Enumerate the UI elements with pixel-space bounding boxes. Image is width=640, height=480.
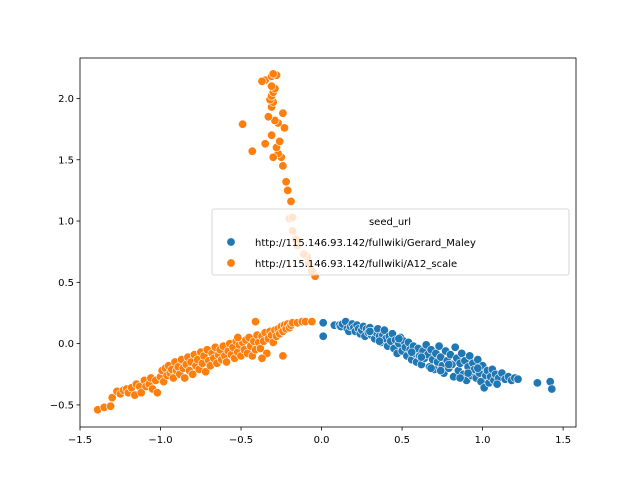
- data-point-series-1-123: [283, 185, 293, 195]
- y-tick-label: 1.0: [58, 217, 74, 228]
- data-point-series-1-138: [263, 112, 273, 122]
- data-point-series-1-135: [279, 123, 289, 133]
- legend-marker-a12-scale: [226, 258, 236, 268]
- data-point-series-1-129: [275, 136, 285, 146]
- data-point-series-0-114: [407, 347, 417, 357]
- x-tick-label: −0.5: [229, 435, 253, 446]
- data-point-series-0-108: [545, 377, 555, 387]
- legend-label-gerard-maley: http://115.146.93.142/fullwiki/Gerard_Ma…: [255, 238, 476, 249]
- data-point-series-1-111: [257, 353, 267, 363]
- legend: seed_url http://115.146.93.142/fullwiki/…: [211, 208, 570, 276]
- plot-area-frame: [79, 57, 577, 428]
- data-point-series-0-121: [492, 379, 502, 389]
- data-point-series-1-3: [107, 393, 117, 403]
- data-point-series-0-112: [455, 373, 465, 383]
- data-point-series-1-107: [307, 317, 317, 327]
- data-point-series-1-139: [278, 108, 288, 118]
- data-point-series-1-133: [238, 119, 248, 129]
- data-point-series-0-109: [547, 384, 557, 394]
- x-tick-label: −1.0: [148, 435, 172, 446]
- data-point-series-0-30: [379, 325, 389, 335]
- data-point-series-1-134: [267, 130, 277, 140]
- data-point-series-0-120: [473, 363, 483, 373]
- data-point-series-0-83: [465, 351, 475, 361]
- data-point-series-0-78: [457, 348, 467, 358]
- y-tick-label: 0.0: [58, 339, 74, 350]
- legend-frame: [211, 208, 570, 276]
- data-point-series-1-49: [201, 367, 211, 377]
- data-point-series-0-115: [394, 334, 404, 344]
- legend-title: seed_url: [369, 217, 411, 228]
- x-tick-label: 1.0: [475, 435, 491, 446]
- data-point-series-1-124: [281, 177, 291, 187]
- x-tick-label: 0.0: [314, 435, 330, 446]
- data-point-series-0-74: [450, 342, 460, 352]
- data-point-series-0-1: [318, 331, 328, 341]
- data-point-series-1-62: [222, 357, 232, 367]
- y-tick-label: 2.0: [58, 94, 74, 105]
- data-point-series-1-146: [267, 81, 277, 91]
- data-point-series-1-110: [278, 351, 288, 361]
- data-point-series-1-122: [286, 196, 296, 206]
- data-point-series-1-20: [152, 388, 162, 398]
- y-axis: −0.5 0.0 0.5 1.0 1.5 2.0: [50, 94, 80, 411]
- data-point-series-1-125: [278, 161, 288, 171]
- data-point-series-0-117: [365, 326, 375, 336]
- data-point-series-0-106: [513, 374, 523, 384]
- data-point-series-0-119: [444, 359, 454, 369]
- data-point-series-0-110: [426, 363, 436, 373]
- data-point-series-1-132: [247, 146, 257, 156]
- legend-label-a12-scale: http://115.146.93.142/fullwiki/A12_scale: [255, 259, 457, 270]
- data-point-series-1-2: [106, 401, 116, 411]
- data-point-series-0-118: [416, 352, 426, 362]
- data-point-series-1-130: [268, 152, 278, 162]
- data-point-series-0-116: [374, 336, 384, 346]
- data-point-series-1-108: [251, 317, 261, 327]
- legend-marker-gerard-maley: [226, 237, 236, 247]
- data-point-series-1-151: [268, 69, 278, 79]
- data-point-series-1-41: [188, 369, 198, 379]
- data-point-series-1-131: [260, 139, 270, 149]
- x-tick-label: 0.5: [394, 435, 410, 446]
- data-points: [93, 69, 557, 415]
- x-tick-label: 1.5: [555, 435, 571, 446]
- x-tick-label: −1.5: [68, 435, 92, 446]
- data-point-series-0-111: [436, 366, 446, 376]
- data-point-series-1-36: [180, 373, 190, 383]
- data-point-series-1-109: [233, 332, 243, 342]
- data-point-series-1-13: [136, 388, 146, 398]
- data-point-series-0-64: [434, 341, 444, 351]
- y-tick-label: 1.5: [58, 155, 74, 166]
- data-point-series-1-148: [257, 76, 267, 86]
- y-tick-label: −0.5: [50, 400, 74, 411]
- x-axis: −1.5 −1.0 −0.5 0.0 0.5 1.0 1.5: [68, 427, 571, 446]
- y-tick-label: 0.5: [58, 278, 74, 289]
- data-point-series-0-0: [318, 318, 328, 328]
- data-point-series-0-107: [532, 378, 542, 388]
- data-point-series-0-113: [463, 368, 473, 378]
